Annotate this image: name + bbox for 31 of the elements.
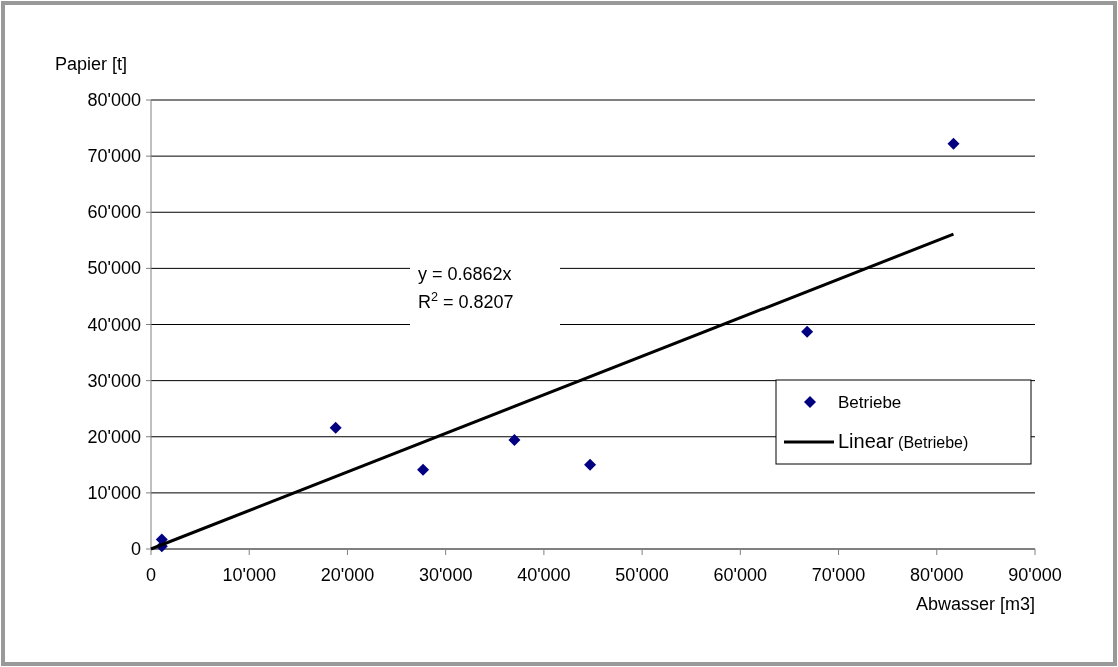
y-tick-label: 50'000 xyxy=(87,258,141,279)
x-tick-label: 70'000 xyxy=(811,565,866,585)
y-tick-label: 0 xyxy=(130,539,141,559)
point xyxy=(508,434,521,447)
point xyxy=(417,463,430,476)
y-axis-title: Papier [t] xyxy=(55,54,128,74)
x-tick-label: 60'000 xyxy=(713,565,768,585)
annotation: y = 0.6862x xyxy=(418,264,512,284)
y-tick-label: 30'000 xyxy=(87,370,141,391)
legend-label: Betriebe xyxy=(838,393,902,412)
x-tick-label: 30'000 xyxy=(418,565,473,585)
y-tick-label: 10'000 xyxy=(87,482,141,503)
legend-label: Linear (Betriebe) xyxy=(838,430,969,452)
x-tick-label: 10'000 xyxy=(222,565,276,585)
y-tick-label: 80'000 xyxy=(87,90,141,110)
x-tick-label: 0 xyxy=(145,565,157,585)
x-tick-label: 90'000 xyxy=(1008,565,1062,585)
point xyxy=(329,421,342,434)
x-tick-label: 40'000 xyxy=(517,565,571,585)
annotation: R$^{2}$ = 0.8207 xyxy=(418,290,514,312)
point xyxy=(947,137,960,150)
x-tick-label: 50'000 xyxy=(615,565,669,585)
x-axis-title: Abwasser [m3] xyxy=(915,594,1035,614)
point xyxy=(801,325,814,338)
x-tick-label: 80'000 xyxy=(910,565,964,585)
y-tick-label: 70'000 xyxy=(87,146,141,167)
y-tick-label: 20'000 xyxy=(87,426,141,447)
y-tick-label: 40'000 xyxy=(87,314,141,335)
point xyxy=(584,458,597,471)
y-tick-label: 60'000 xyxy=(87,202,141,223)
x-tick-label: 20'000 xyxy=(320,565,375,585)
